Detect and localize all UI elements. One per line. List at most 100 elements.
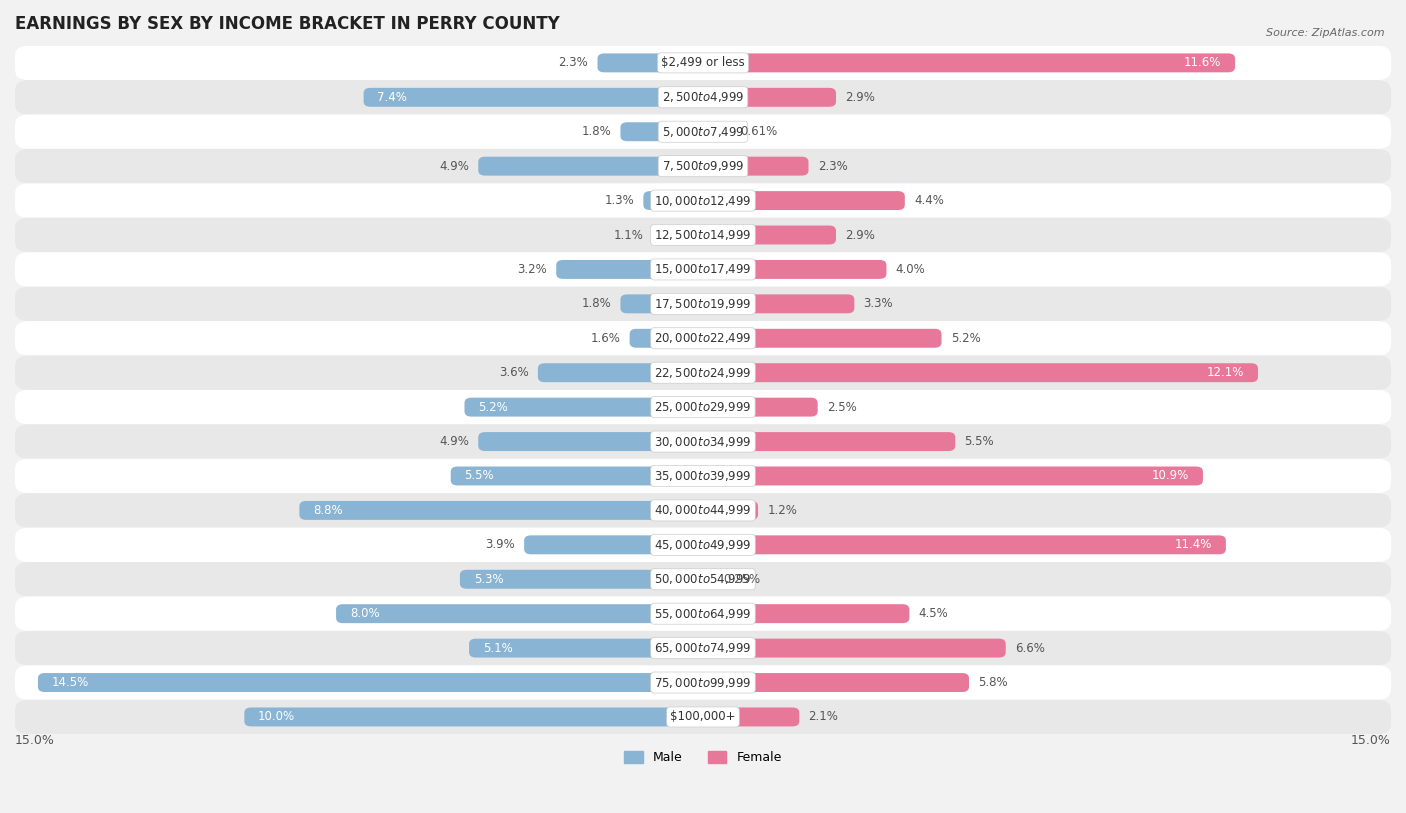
- FancyBboxPatch shape: [478, 432, 703, 451]
- FancyBboxPatch shape: [703, 294, 855, 313]
- Text: $65,000 to $74,999: $65,000 to $74,999: [654, 641, 752, 655]
- Text: 2.9%: 2.9%: [845, 228, 875, 241]
- FancyBboxPatch shape: [15, 597, 1391, 631]
- Text: 2.3%: 2.3%: [558, 56, 588, 69]
- Text: EARNINGS BY SEX BY INCOME BRACKET IN PERRY COUNTY: EARNINGS BY SEX BY INCOME BRACKET IN PER…: [15, 15, 560, 33]
- FancyBboxPatch shape: [703, 363, 1258, 382]
- FancyBboxPatch shape: [703, 707, 800, 727]
- Text: 5.2%: 5.2%: [950, 332, 980, 345]
- Text: $55,000 to $64,999: $55,000 to $64,999: [654, 606, 752, 620]
- FancyBboxPatch shape: [38, 673, 703, 692]
- Text: 3.6%: 3.6%: [499, 366, 529, 379]
- Text: 4.9%: 4.9%: [439, 435, 470, 448]
- FancyBboxPatch shape: [703, 398, 818, 416]
- Text: 12.1%: 12.1%: [1206, 366, 1244, 379]
- FancyBboxPatch shape: [460, 570, 703, 589]
- Text: 1.2%: 1.2%: [768, 504, 797, 517]
- Text: 11.4%: 11.4%: [1175, 538, 1212, 551]
- FancyBboxPatch shape: [620, 294, 703, 313]
- Text: $10,000 to $12,499: $10,000 to $12,499: [654, 193, 752, 207]
- FancyBboxPatch shape: [703, 639, 1005, 658]
- Text: $50,000 to $54,999: $50,000 to $54,999: [654, 572, 752, 586]
- Text: $100,000+: $100,000+: [671, 711, 735, 724]
- FancyBboxPatch shape: [703, 88, 837, 107]
- Text: 8.8%: 8.8%: [314, 504, 343, 517]
- Text: 3.9%: 3.9%: [485, 538, 515, 551]
- Text: 1.3%: 1.3%: [605, 194, 634, 207]
- FancyBboxPatch shape: [478, 157, 703, 176]
- Text: $22,500 to $24,999: $22,500 to $24,999: [654, 366, 752, 380]
- FancyBboxPatch shape: [703, 673, 969, 692]
- Text: Source: ZipAtlas.com: Source: ZipAtlas.com: [1267, 28, 1385, 38]
- Text: 5.1%: 5.1%: [482, 641, 513, 654]
- Text: 1.8%: 1.8%: [582, 298, 612, 311]
- FancyBboxPatch shape: [703, 467, 1204, 485]
- FancyBboxPatch shape: [15, 631, 1391, 665]
- Text: 4.4%: 4.4%: [914, 194, 943, 207]
- Text: 3.3%: 3.3%: [863, 298, 893, 311]
- Text: 5.5%: 5.5%: [965, 435, 994, 448]
- FancyBboxPatch shape: [703, 260, 886, 279]
- Text: 15.0%: 15.0%: [15, 734, 55, 747]
- FancyBboxPatch shape: [538, 363, 703, 382]
- FancyBboxPatch shape: [630, 328, 703, 348]
- FancyBboxPatch shape: [15, 424, 1391, 459]
- FancyBboxPatch shape: [15, 115, 1391, 149]
- Text: 1.6%: 1.6%: [591, 332, 620, 345]
- Text: 15.0%: 15.0%: [1351, 734, 1391, 747]
- FancyBboxPatch shape: [557, 260, 703, 279]
- Text: 6.6%: 6.6%: [1015, 641, 1045, 654]
- Text: 10.0%: 10.0%: [259, 711, 295, 724]
- Text: 5.8%: 5.8%: [979, 676, 1008, 689]
- Text: 4.0%: 4.0%: [896, 263, 925, 276]
- FancyBboxPatch shape: [470, 639, 703, 658]
- FancyBboxPatch shape: [464, 398, 703, 416]
- Text: 7.4%: 7.4%: [377, 91, 408, 104]
- Text: $15,000 to $17,499: $15,000 to $17,499: [654, 263, 752, 276]
- FancyBboxPatch shape: [703, 328, 942, 348]
- Text: 2.5%: 2.5%: [827, 401, 856, 414]
- Legend: Male, Female: Male, Female: [619, 746, 787, 769]
- Text: 2.1%: 2.1%: [808, 711, 838, 724]
- Text: 2.9%: 2.9%: [845, 91, 875, 104]
- Text: $20,000 to $22,499: $20,000 to $22,499: [654, 331, 752, 346]
- FancyBboxPatch shape: [15, 390, 1391, 424]
- FancyBboxPatch shape: [15, 459, 1391, 493]
- FancyBboxPatch shape: [336, 604, 703, 623]
- Text: $5,000 to $7,499: $5,000 to $7,499: [662, 124, 744, 139]
- FancyBboxPatch shape: [299, 501, 703, 520]
- Text: 14.5%: 14.5%: [52, 676, 89, 689]
- Text: $35,000 to $39,999: $35,000 to $39,999: [654, 469, 752, 483]
- Text: $2,500 to $4,999: $2,500 to $4,999: [662, 90, 744, 104]
- Text: 5.2%: 5.2%: [478, 401, 508, 414]
- FancyBboxPatch shape: [15, 252, 1391, 287]
- Text: 1.8%: 1.8%: [582, 125, 612, 138]
- FancyBboxPatch shape: [598, 54, 703, 72]
- FancyBboxPatch shape: [15, 528, 1391, 562]
- FancyBboxPatch shape: [620, 122, 703, 141]
- Text: $12,500 to $14,999: $12,500 to $14,999: [654, 228, 752, 242]
- FancyBboxPatch shape: [703, 570, 714, 589]
- FancyBboxPatch shape: [15, 321, 1391, 355]
- FancyBboxPatch shape: [703, 157, 808, 176]
- FancyBboxPatch shape: [15, 287, 1391, 321]
- Text: 5.5%: 5.5%: [464, 469, 494, 482]
- Text: 10.9%: 10.9%: [1152, 469, 1189, 482]
- Text: 5.3%: 5.3%: [474, 572, 503, 585]
- FancyBboxPatch shape: [703, 432, 955, 451]
- Text: $17,500 to $19,999: $17,500 to $19,999: [654, 297, 752, 311]
- Text: 4.9%: 4.9%: [439, 159, 470, 172]
- Text: $2,499 or less: $2,499 or less: [661, 56, 745, 69]
- Text: $40,000 to $44,999: $40,000 to $44,999: [654, 503, 752, 517]
- Text: 8.0%: 8.0%: [350, 607, 380, 620]
- Text: $7,500 to $9,999: $7,500 to $9,999: [662, 159, 744, 173]
- FancyBboxPatch shape: [15, 184, 1391, 218]
- FancyBboxPatch shape: [364, 88, 703, 107]
- Text: $30,000 to $34,999: $30,000 to $34,999: [654, 435, 752, 449]
- Text: 0.25%: 0.25%: [724, 572, 761, 585]
- FancyBboxPatch shape: [15, 149, 1391, 184]
- Text: $25,000 to $29,999: $25,000 to $29,999: [654, 400, 752, 414]
- FancyBboxPatch shape: [703, 604, 910, 623]
- FancyBboxPatch shape: [703, 536, 1226, 554]
- Text: 1.1%: 1.1%: [613, 228, 644, 241]
